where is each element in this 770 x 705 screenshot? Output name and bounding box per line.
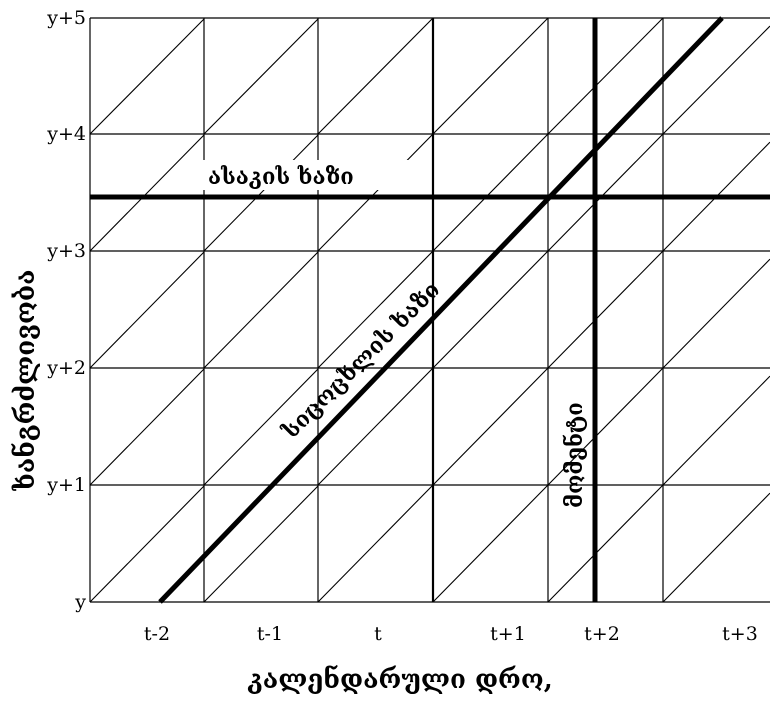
cell-diagonal (203, 485, 319, 603)
cell-diagonal (89, 251, 205, 369)
cell-diagonal (317, 367, 434, 486)
cell-diagonal (89, 134, 205, 252)
cell-diagonal (547, 17, 664, 135)
cell-diagonal (203, 134, 319, 252)
age-line-label-bg (202, 160, 410, 190)
y-tick-label: y+5 (46, 7, 86, 29)
cell-diagonal (203, 368, 319, 486)
x-tick-label: t+1 (490, 623, 526, 645)
cell-diagonal (547, 250, 664, 369)
x-tick-label: t+2 (584, 623, 620, 645)
cell-diagonal (662, 375, 770, 486)
x-tick-label: t-2 (144, 623, 170, 645)
cell-diagonal (317, 484, 434, 603)
cell-diagonal (547, 484, 664, 603)
y-tick-label: y+2 (46, 357, 86, 379)
cell-diagonal (203, 18, 319, 135)
diagonal-lines-layer (89, 17, 770, 603)
y-tick-label: y (74, 591, 86, 613)
tick-labels-layer: t-2 t-1 t t+1 t+2 t+3 y y+1 y+2 y+3 y+4 y+5 (46, 7, 758, 645)
moment-line-label: მომენტი (562, 402, 588, 508)
cell-diagonal (662, 25, 770, 135)
y-axis-title: ხანგრძლივობა (10, 269, 41, 491)
x-tick-label: t (374, 623, 382, 645)
cell-diagonal (317, 250, 434, 369)
cell-diagonal (432, 250, 549, 369)
age-line-label: ასაკის ხაზი (208, 164, 354, 190)
cell-diagonal (89, 485, 205, 603)
cell-diagonal (432, 133, 549, 252)
x-axis-title: კალენდარული დრო, (247, 664, 553, 695)
cell-diagonal (89, 18, 205, 135)
cell-diagonal (317, 17, 434, 135)
grid-layer (89, 17, 770, 603)
life-line-label: სიცოცხლის ხაზი (277, 277, 445, 445)
highlighted-lines-layer (90, 16, 770, 604)
cell-diagonal (432, 484, 549, 603)
cell-diagonal (662, 258, 770, 369)
cell-diagonal (317, 133, 434, 252)
cell-diagonal (662, 492, 770, 603)
cell-diagonal (89, 368, 205, 486)
cell-diagonal (203, 251, 319, 369)
y-tick-label: y+3 (46, 240, 86, 262)
y-tick-label: y+4 (46, 123, 86, 145)
life-line (158, 16, 724, 604)
cell-diagonal (432, 367, 549, 486)
cell-diagonal (432, 17, 549, 135)
cell-diagonal (547, 367, 664, 486)
x-tick-label: t+3 (722, 623, 758, 645)
cell-diagonal (547, 133, 664, 252)
y-tick-label: y+1 (46, 474, 86, 496)
x-tick-label: t-1 (257, 623, 283, 645)
